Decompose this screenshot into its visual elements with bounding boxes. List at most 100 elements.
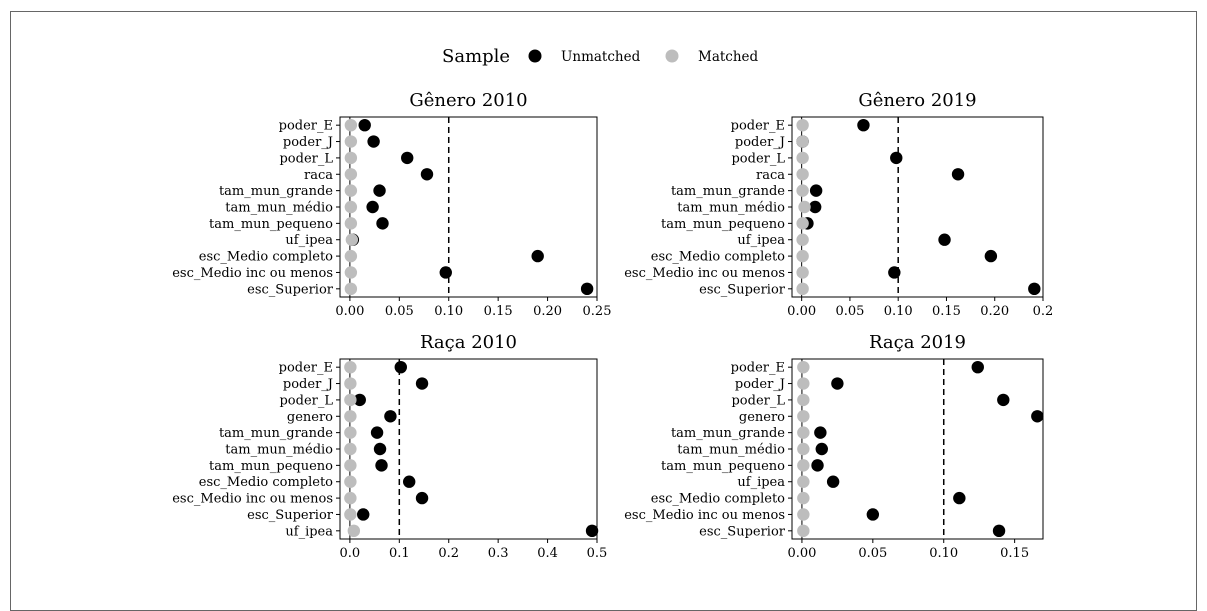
panel-2: Gênero 2019poder_Epoder_Jpoder_Lracatam_… [624, 90, 1053, 319]
y-tick-label: tam_mun_pequeno [209, 459, 333, 474]
y-tick-label: poder_J [283, 135, 333, 150]
y-tick-label: uf_ipea [285, 524, 333, 539]
y-tick-label: tam_mun_grande [219, 184, 333, 199]
x-tick-label: 0.15 [484, 304, 513, 319]
point-matched [796, 118, 809, 132]
y-tick-label: genero [739, 410, 785, 425]
y-tick-label: esc_Medio completo [651, 492, 785, 507]
point-matched [344, 360, 357, 374]
y-tick-label: genero [287, 410, 333, 425]
point-unmatched [357, 508, 370, 521]
point-matched [797, 377, 810, 390]
point-unmatched [373, 442, 387, 456]
point-matched [344, 217, 358, 230]
x-tick-label: 0.05 [385, 304, 414, 319]
y-tick-label: esc_Medio completo [199, 250, 333, 265]
y-tick-label: tam_mun_pequeno [661, 459, 785, 474]
panel-title: Gênero 2019 [858, 90, 976, 111]
y-tick-label: tam_mun_grande [671, 184, 785, 199]
point-matched [344, 491, 357, 505]
x-tick-label: 0.0 [340, 546, 361, 561]
legend-marker-matched [665, 49, 679, 63]
point-unmatched [415, 491, 429, 505]
y-tick-label: poder_E [731, 119, 785, 134]
y-tick-label: esc_Superior [247, 508, 334, 523]
x-tick-label: 0.2 [1033, 304, 1054, 319]
y-tick-label: poder_L [279, 151, 333, 166]
y-tick-label: esc_Medio completo [199, 475, 333, 490]
y-tick-label: poder_E [731, 361, 785, 376]
y-tick-label: poder_L [279, 393, 333, 408]
point-unmatched [888, 266, 901, 279]
panels: Gênero 2010poder_Epoder_Jpoder_Lracatam_… [172, 90, 1053, 561]
point-unmatched [984, 249, 998, 263]
y-tick-label: poder_J [735, 135, 785, 150]
point-matched [796, 184, 809, 197]
point-matched [344, 282, 358, 296]
y-tick-label: esc_Medio inc ou menos [624, 508, 785, 523]
panel-title: Gênero 2010 [409, 90, 527, 111]
x-tick-label: 0.3 [488, 546, 509, 561]
point-unmatched [370, 426, 384, 439]
x-tick-label: 0.15 [1000, 546, 1029, 561]
point-matched [344, 508, 357, 521]
y-tick-label: raca [304, 168, 333, 183]
point-matched [796, 168, 809, 181]
point-unmatched [826, 475, 840, 488]
point-unmatched [375, 459, 388, 472]
point-matched [797, 426, 810, 439]
point-matched [796, 249, 809, 263]
y-tick-label: tam_mun_grande [671, 426, 785, 441]
point-unmatched [953, 491, 966, 505]
point-unmatched [815, 442, 828, 456]
point-unmatched [1028, 282, 1041, 296]
point-unmatched [402, 475, 416, 488]
y-tick-label: tam_mun_médio [677, 443, 785, 458]
point-unmatched [376, 217, 389, 230]
point-unmatched [580, 282, 594, 296]
point-unmatched [808, 200, 822, 214]
point-unmatched [811, 459, 824, 472]
point-matched [796, 282, 809, 296]
x-tick-label: 0.2 [438, 546, 459, 561]
point-matched [797, 360, 810, 374]
point-unmatched [809, 184, 823, 197]
point-matched [344, 459, 357, 472]
point-unmatched [831, 377, 844, 390]
y-tick-label: tam_mun_médio [677, 201, 785, 216]
y-tick-label: esc_Medio inc ou menos [172, 492, 333, 507]
point-matched [344, 475, 357, 488]
panel-1: Gênero 2010poder_Epoder_Jpoder_Lracatam_… [172, 90, 611, 319]
legend-label-matched: Matched [698, 49, 759, 65]
x-tick-label: 0.00 [335, 304, 364, 319]
y-tick-label: poder_E [279, 361, 333, 376]
point-matched [344, 135, 358, 148]
x-tick-label: 0.4 [537, 546, 558, 561]
y-tick-label: esc_Medio completo [651, 250, 785, 265]
point-unmatched [1031, 410, 1044, 423]
point-matched [344, 393, 357, 407]
y-tick-label: esc_Superior [247, 282, 334, 297]
point-matched [344, 184, 358, 197]
panel-title: Raça 2019 [869, 332, 966, 353]
point-unmatched [971, 360, 984, 374]
point-matched [797, 491, 810, 505]
y-tick-label: tam_mun_pequeno [661, 217, 785, 232]
y-tick-label: esc_Medio inc ou menos [172, 266, 333, 281]
x-tick-label: 0.10 [884, 304, 913, 319]
point-matched [797, 393, 810, 407]
legend-label-unmatched: Unmatched [561, 49, 641, 65]
point-unmatched [951, 168, 965, 181]
point-unmatched [857, 118, 870, 132]
x-tick-label: 0.15 [932, 304, 961, 319]
x-tick-label: 0.05 [835, 304, 864, 319]
point-unmatched [992, 524, 1006, 538]
y-tick-label: tam_mun_médio [225, 201, 333, 216]
legend: Sample Unmatched Matched [442, 46, 759, 67]
panel-3: Raça 2010poder_Epoder_Jpoder_Lgenerotam_… [172, 332, 607, 561]
y-tick-label: esc_Medio inc ou menos [624, 266, 785, 281]
point-matched [796, 266, 809, 279]
point-unmatched [394, 360, 407, 374]
y-tick-label: poder_J [283, 377, 333, 392]
x-tick-label: 0.10 [929, 546, 958, 561]
